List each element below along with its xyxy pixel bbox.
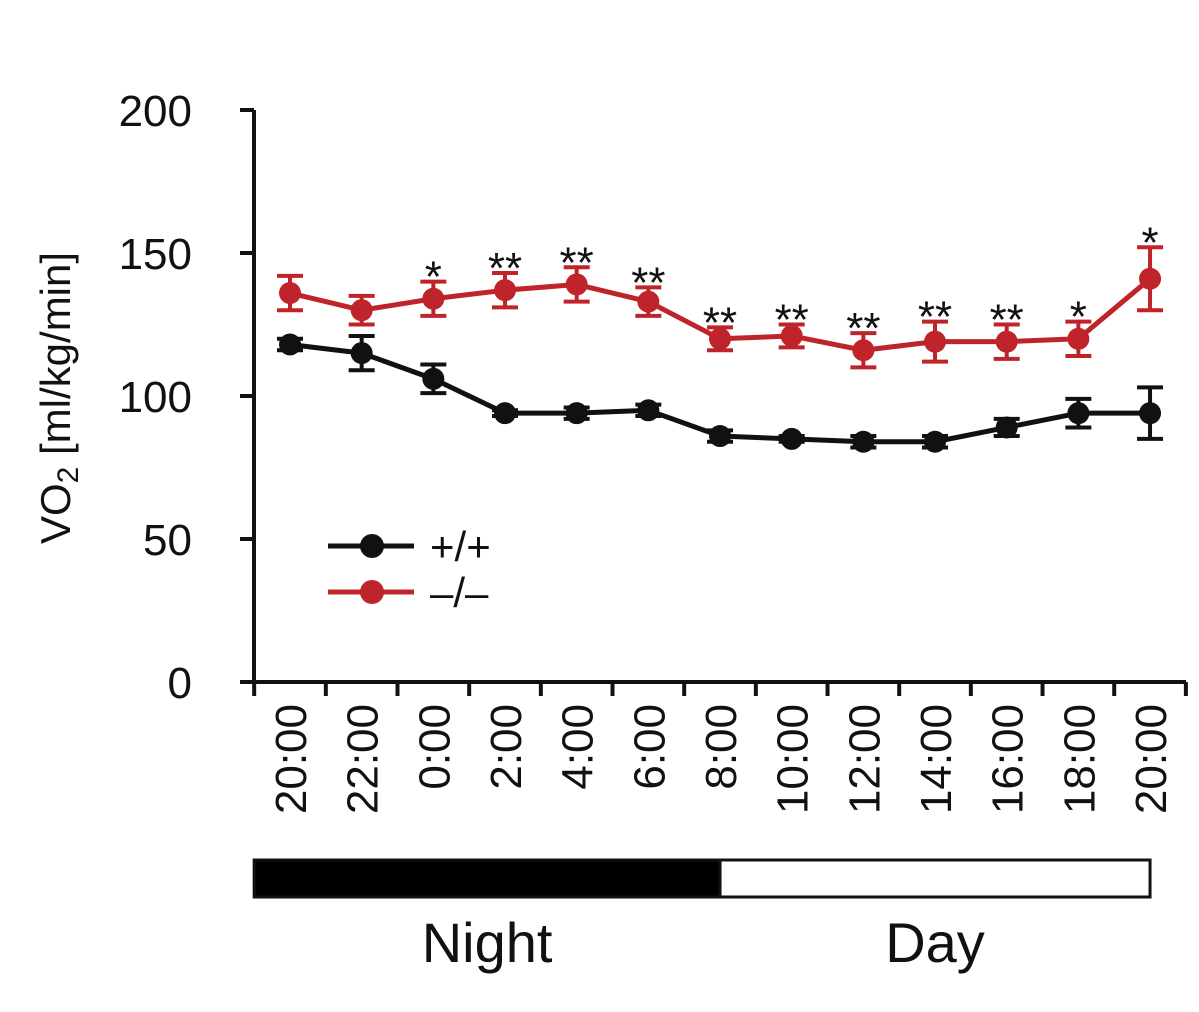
series-0-point-4 <box>565 402 588 425</box>
series-layer <box>277 245 1164 453</box>
legend-label-1: –/– <box>430 569 489 616</box>
significance-star-7: ** <box>775 296 809 345</box>
legend-swatch-marker-1 <box>360 580 384 604</box>
legend-item-1: –/– <box>328 569 489 616</box>
x-tick-label-7: 10:00 <box>769 704 818 814</box>
x-tick-label-6: 8:00 <box>697 704 746 790</box>
x-tick-label-10: 16:00 <box>984 704 1033 814</box>
x-tick-label-1: 22:00 <box>339 704 388 814</box>
series-1-point-2 <box>422 287 445 310</box>
y-axis-title-rest: [ml/kg/min] <box>32 252 79 467</box>
y-axis-title-main: VO <box>32 483 79 544</box>
series-1-point-0 <box>279 282 301 305</box>
series-0-point-2 <box>422 367 445 390</box>
series-0-point-10 <box>995 416 1018 439</box>
x-tick-label-4: 4:00 <box>554 704 603 790</box>
series-1-point-5 <box>637 290 660 313</box>
y-tick-label-0: 0 <box>168 659 192 708</box>
y-tick-label-1: 50 <box>143 516 192 565</box>
significance-star-9: ** <box>918 293 952 342</box>
series-0-point-3 <box>494 402 517 425</box>
phase-block-0 <box>252 858 722 899</box>
series-0-point-5 <box>637 399 660 422</box>
y-axis-title: VO2 [ml/kg/min] <box>32 252 85 544</box>
series-0-point-1 <box>350 342 373 365</box>
series-1-point-1 <box>350 299 373 322</box>
y-tick-label-2: 100 <box>119 373 192 422</box>
series-1 <box>277 245 1164 370</box>
significance-layer: * ** ** **** ** ** ** ** ** <box>425 218 1159 353</box>
legend: +/+–/– <box>328 523 491 616</box>
series-1-point-7 <box>780 324 803 347</box>
series-0-point-8 <box>852 430 875 453</box>
y-axis-title-subscript: 2 <box>52 467 85 484</box>
x-tick-label-9: 14:00 <box>912 704 961 814</box>
x-tick-label-2: 0:00 <box>410 704 459 790</box>
series-1-point-9 <box>924 330 947 353</box>
series-0-point-11 <box>1067 402 1090 425</box>
legend-swatch-marker-0 <box>360 534 384 558</box>
significance-star-5: ** <box>631 258 665 307</box>
series-1-point-6 <box>709 327 732 350</box>
x-tick-label-3: 2:00 <box>482 704 531 790</box>
series-0-point-12 <box>1139 402 1162 425</box>
x-tick-label-12: 20:00 <box>1127 704 1176 814</box>
significance-star-4: ** <box>560 238 594 287</box>
significance-star-10: ** <box>990 296 1024 345</box>
significance-star-12: * <box>1141 218 1158 267</box>
significance-star-3: ** <box>488 244 522 293</box>
significance-star-11: * <box>1070 293 1087 342</box>
y-axis: 0 50 100 150 200 <box>119 87 256 708</box>
x-tick-label-5: 6:00 <box>625 704 674 790</box>
phase-block-1 <box>718 858 1152 899</box>
series-1-point-11 <box>1067 327 1090 350</box>
legend-item-0: +/+ <box>328 523 491 570</box>
x-tick-label-11: 18:00 <box>1055 704 1104 814</box>
x-tick-label-0: 20:00 <box>267 704 316 814</box>
x-axis: 20:00 22:00 0:00 2:00 4:00 6:00 8:00 10:00 12:00… <box>240 680 1188 814</box>
series-0-point-0 <box>279 333 301 356</box>
y-tick-label-4: 200 <box>119 87 192 136</box>
series-0-point-6 <box>709 425 732 448</box>
significance-star-2: * <box>425 253 442 302</box>
phase-label-0: Night <box>422 911 553 974</box>
series-0-point-9 <box>924 430 947 453</box>
series-1-point-4 <box>565 273 588 296</box>
series-1-point-3 <box>494 279 517 302</box>
significance-star-6: ** <box>703 298 737 347</box>
series-1-point-10 <box>995 330 1018 353</box>
phase-bar: Night Day <box>252 858 1152 974</box>
series-1-point-8 <box>852 339 875 362</box>
series-1-point-12 <box>1139 267 1162 290</box>
series-0-point-7 <box>780 427 803 450</box>
legend-label-0: +/+ <box>430 523 491 570</box>
y-tick-label-3: 150 <box>119 230 192 279</box>
series-0 <box>277 333 1164 453</box>
significance-star-8: ** <box>846 304 880 353</box>
phase-label-1: Day <box>885 911 985 974</box>
x-tick-label-8: 12:00 <box>840 704 889 814</box>
